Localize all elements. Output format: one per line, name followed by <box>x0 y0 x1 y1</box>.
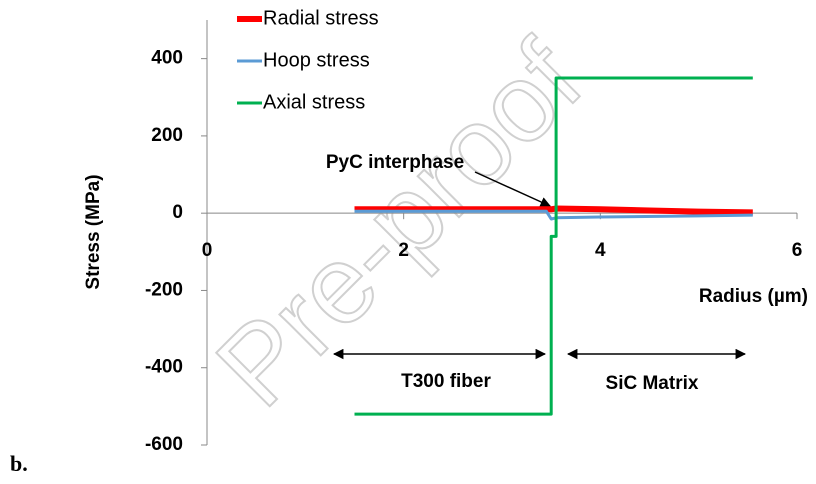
y-tick-label: 0 <box>172 202 183 223</box>
y-tick-label: -400 <box>145 357 183 378</box>
y-tick-label: 200 <box>151 125 183 146</box>
y-axis-label: Stress (MPa) <box>83 174 104 289</box>
x-axis-label: Radius (µm) <box>699 286 808 307</box>
series-line <box>354 76 753 416</box>
panel-label: b. <box>10 451 28 476</box>
annotation: PyC interphase <box>326 152 464 173</box>
legend-label: Hoop stress <box>263 49 370 71</box>
x-tick-label: 0 <box>202 240 213 261</box>
legend-label: Axial stress <box>263 91 365 113</box>
y-tick-label: 400 <box>151 48 183 69</box>
x-tick-label: 6 <box>792 240 803 261</box>
watermark: Pre-proof <box>193 18 605 430</box>
annotation: SiC Matrix <box>606 373 699 394</box>
x-tick-label: 4 <box>595 240 606 261</box>
y-tick-label: -200 <box>145 279 183 300</box>
x-tick-label: 2 <box>398 240 409 261</box>
series-line <box>354 205 753 216</box>
annotation-arrow <box>474 171 551 207</box>
annotation: T300 fiber <box>401 371 491 392</box>
y-tick-label: -600 <box>145 434 183 455</box>
legend-label: Radial stress <box>263 7 379 29</box>
